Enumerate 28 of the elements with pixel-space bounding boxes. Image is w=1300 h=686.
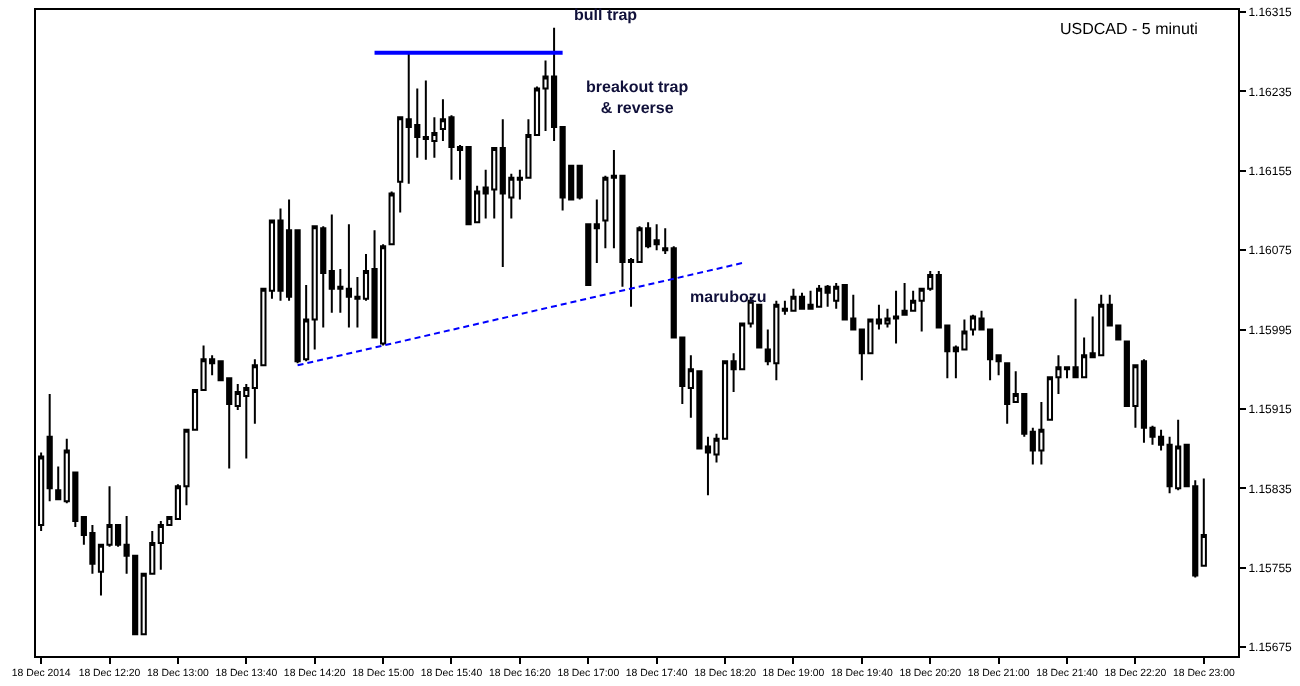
candlestick <box>790 287 797 312</box>
annotation: marubozu <box>690 288 767 306</box>
candlestick <box>499 118 506 269</box>
annotation: USDCAD - 5 minuti <box>1060 20 1199 38</box>
candlestick <box>388 190 395 246</box>
candlestick <box>157 520 164 571</box>
candlestick <box>371 229 378 339</box>
candlestick <box>773 299 780 382</box>
candlestick <box>1038 400 1045 466</box>
candlestick <box>807 289 814 310</box>
candlestick <box>969 313 977 337</box>
annotation: bull trap <box>574 6 638 24</box>
candlestick <box>1140 358 1148 444</box>
candlestick <box>824 283 831 308</box>
candlestick <box>901 281 908 316</box>
candlestick <box>576 164 583 201</box>
candlestick <box>465 145 472 226</box>
candlestick <box>277 207 284 302</box>
annotation: breakout trap & reverse <box>586 78 689 117</box>
candlestick <box>1004 362 1011 425</box>
candlestick <box>1098 293 1105 357</box>
candlestick <box>422 79 429 161</box>
candlestick <box>756 303 763 349</box>
candlestick <box>1175 418 1182 492</box>
candlestick <box>1072 297 1079 379</box>
candlestick <box>653 223 660 252</box>
candlestick <box>798 291 806 310</box>
candlestick <box>892 289 900 345</box>
